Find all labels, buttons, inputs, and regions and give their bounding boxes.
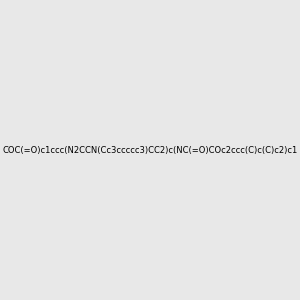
Text: COC(=O)c1ccc(N2CCN(Cc3ccccc3)CC2)c(NC(=O)COc2ccc(C)c(C)c2)c1: COC(=O)c1ccc(N2CCN(Cc3ccccc3)CC2)c(NC(=O…	[2, 146, 298, 154]
